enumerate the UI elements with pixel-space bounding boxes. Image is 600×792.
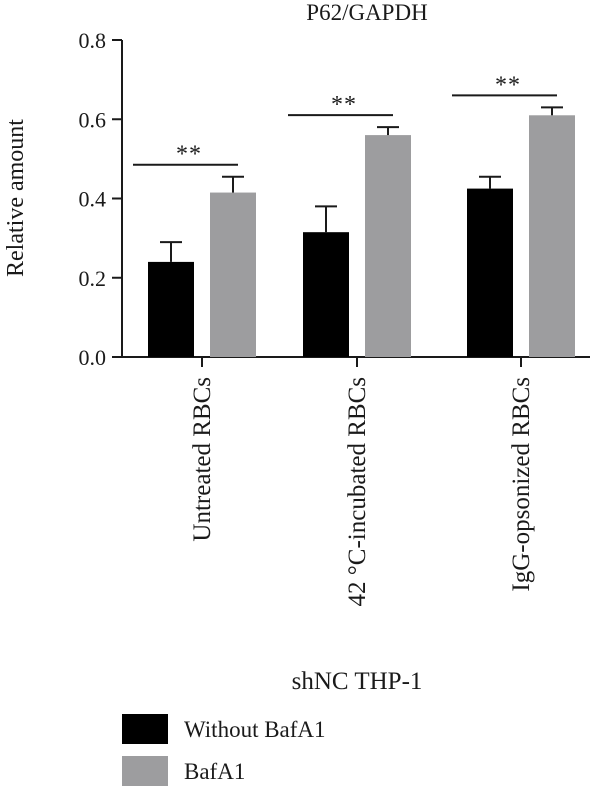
bar [365,135,411,357]
y-tick-label: 0.0 [79,345,107,370]
legend-label: BafA1 [184,759,245,784]
legend-swatch [122,756,168,786]
significance-label: ** [331,92,357,118]
y-tick-label: 0.4 [79,187,107,212]
chart-title: P62/GAPDH [306,0,427,25]
bars: ** ** ** [133,72,575,357]
y-tick-label: 0.6 [79,107,107,132]
y-tick-label: 0.2 [79,266,107,291]
bar [467,188,513,357]
axes: 0.0 0.2 0.4 0.6 0.8 Untreated RBCs 42 °C-incub… [79,28,590,606]
y-tick-label: 0.8 [79,28,107,53]
x-tick-label: 42 °C-incubated RBCs [344,377,371,606]
legend-swatch [122,714,168,744]
y-axis-label: Relative amount [3,119,29,277]
bar [303,232,349,357]
bar [148,261,194,357]
x-tick-label: Untreated RBCs [189,377,216,542]
significance-label: ** [495,72,521,98]
bar [529,115,575,357]
legend: Without BafA1 BafA1 [122,714,326,786]
x-tick-label: IgG-opsonized RBCs [508,377,535,592]
legend-label: Without BafA1 [184,717,326,742]
significance-label: ** [176,142,202,168]
bar [210,192,256,357]
x-axis-label: shNC THP-1 [292,668,423,695]
